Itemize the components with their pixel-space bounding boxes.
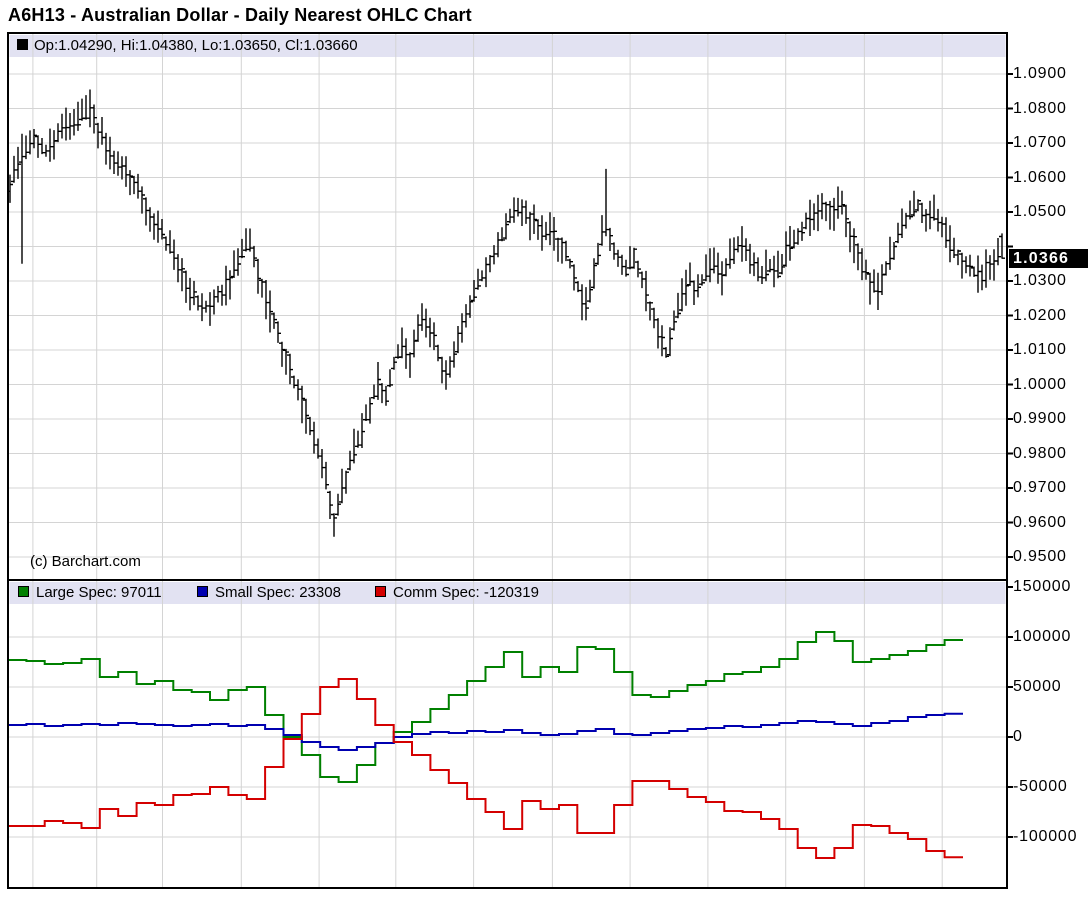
- price-axis-label: 1.0700: [1013, 134, 1067, 151]
- last-price-box: 1.0366: [1009, 249, 1088, 268]
- copyright-text: (c) Barchart.com: [30, 553, 141, 570]
- price-axis-label: 1.0500: [1013, 203, 1067, 220]
- cot-axis-label: 0: [1013, 728, 1023, 745]
- price-axis-label: 0.9500: [1013, 548, 1067, 565]
- price-axis-label: 1.0200: [1013, 307, 1067, 324]
- cot-axis-label: 150000: [1013, 578, 1072, 595]
- large-spec-swatch: [18, 586, 29, 597]
- price-axis-label: 1.0600: [1013, 169, 1067, 186]
- page-title: A6H13 - Australian Dollar - Daily Neares…: [8, 5, 472, 25]
- cot-axis-label: 100000: [1013, 628, 1072, 645]
- small-spec-legend-label: Small Spec: 23308: [215, 584, 341, 601]
- price-axis-label: 0.9900: [1013, 410, 1067, 427]
- ohlc-legend-swatch: [17, 39, 28, 50]
- price-axis-label: 0.9800: [1013, 445, 1067, 462]
- price-axis-label: 1.0300: [1013, 272, 1067, 289]
- price-axis-label: 1.0800: [1013, 100, 1067, 117]
- cot-axis-label: -50000: [1013, 778, 1068, 795]
- price-axis-label: 0.9600: [1013, 514, 1067, 531]
- price-axis-label: 1.0000: [1013, 376, 1067, 393]
- ohlc-legend-text: Op:1.04290, Hi:1.04380, Lo:1.03650, Cl:1…: [34, 37, 358, 54]
- cot-axis-label: 50000: [1013, 678, 1062, 695]
- comm-spec-swatch: [375, 586, 386, 597]
- small-spec-swatch: [197, 586, 208, 597]
- comm-spec-legend-label: Comm Spec: -120319: [393, 584, 539, 601]
- large-spec-legend-label: Large Spec: 97011: [36, 584, 162, 601]
- price-axis-label: 0.9700: [1013, 479, 1067, 496]
- price-axis-label: 1.0100: [1013, 341, 1067, 358]
- cot-axis-label: -100000: [1013, 828, 1078, 845]
- price-axis-label: 1.0900: [1013, 65, 1067, 82]
